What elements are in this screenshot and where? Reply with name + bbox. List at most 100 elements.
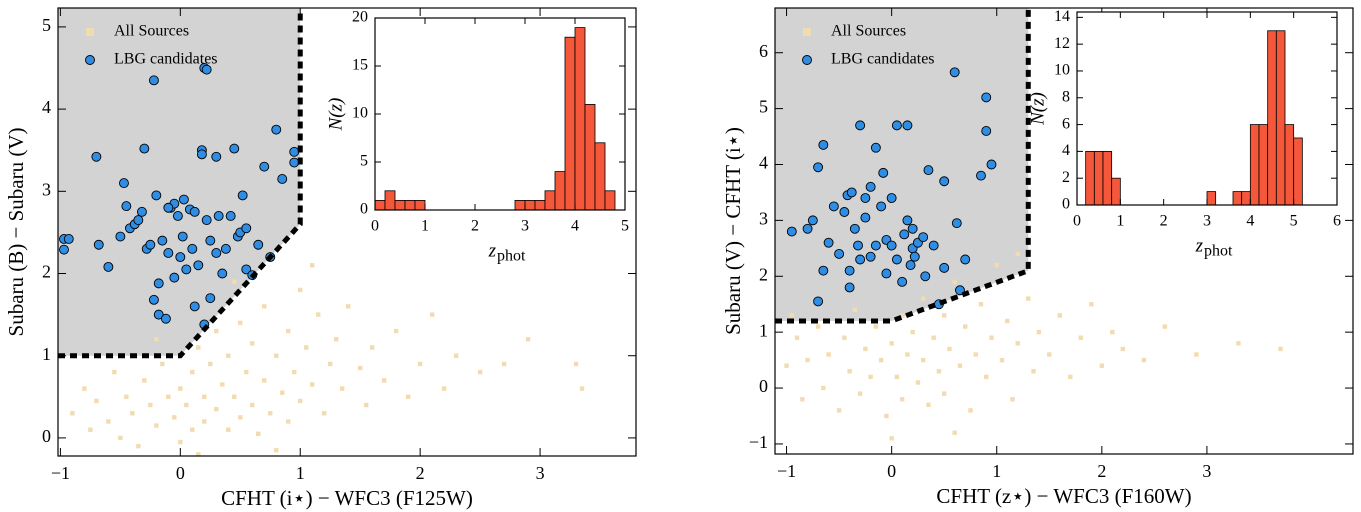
source-point <box>220 382 225 387</box>
hist-bar <box>534 199 546 211</box>
source-point <box>393 328 399 334</box>
candidate-point <box>909 251 920 262</box>
y-tick-label: 4 <box>42 97 51 117</box>
source-point <box>826 352 831 357</box>
candidate-point <box>886 193 897 203</box>
candidate-point <box>205 235 216 246</box>
source-point <box>821 385 826 391</box>
source-point <box>1036 329 1041 335</box>
source-point <box>453 353 459 358</box>
y-tick-label: 5 <box>360 153 368 170</box>
hist-bar <box>594 142 606 211</box>
candidate-point <box>907 223 918 234</box>
x-tick-label: −1 <box>777 461 796 481</box>
candidate-point <box>855 254 866 265</box>
selection-region <box>775 8 1029 321</box>
candidate-point <box>225 211 236 221</box>
source-point <box>328 361 333 367</box>
x-tick-label: 3 <box>1203 213 1211 230</box>
hist-bar <box>584 104 596 211</box>
candidate-point <box>172 211 183 221</box>
candidate-point <box>813 296 824 307</box>
candidate-point <box>870 240 881 251</box>
candidate-point <box>828 201 839 212</box>
candidate-point <box>920 271 931 282</box>
candidate-point <box>148 294 159 305</box>
hist-bar <box>524 199 536 211</box>
hist-bar <box>514 199 526 211</box>
y-tick-label: 12 <box>1054 35 1070 52</box>
candidate-point <box>878 167 889 178</box>
candidate-point <box>237 190 248 201</box>
candidate-point <box>853 240 863 251</box>
candidate-point <box>289 157 300 168</box>
source-point <box>800 397 805 402</box>
candidate-point <box>818 139 829 150</box>
y-tick-label: 1 <box>42 344 51 364</box>
source-point <box>1015 251 1020 257</box>
source-point <box>286 328 291 334</box>
source-point <box>1120 346 1126 352</box>
candidate-point <box>902 215 913 226</box>
source-point <box>250 402 255 408</box>
source-point <box>82 386 87 391</box>
candidate-point <box>865 251 876 262</box>
x-tick-label: 1 <box>296 463 305 483</box>
x-tick-label: 4 <box>571 218 579 235</box>
source-point <box>957 363 963 368</box>
y-tick-label: 2 <box>759 264 768 284</box>
candidate-point <box>205 293 216 304</box>
hist-bar <box>1232 191 1243 206</box>
hist-bar <box>554 171 566 211</box>
source-point <box>1162 324 1168 329</box>
x-tick-label: 0 <box>887 461 896 481</box>
candidate-point <box>148 75 159 86</box>
candidate-point <box>939 262 950 273</box>
source-point <box>1089 302 1094 307</box>
source-point <box>477 369 483 375</box>
y-tick-label: 0 <box>360 201 368 218</box>
y-axis-label: N(z) <box>325 98 346 132</box>
legend-label: All Sources <box>831 23 906 40</box>
source-point <box>573 361 579 367</box>
y-tick-label: 0 <box>1062 196 1070 213</box>
candidate-point <box>844 282 855 293</box>
source-point <box>232 279 237 284</box>
candidate-point <box>145 239 156 250</box>
candidate-point <box>899 229 910 240</box>
y-tick-label: 5 <box>759 97 768 117</box>
source-point <box>847 369 852 374</box>
candidate-point <box>193 260 204 271</box>
source-point <box>214 406 219 412</box>
candidate-point <box>818 265 829 276</box>
candidate-point <box>211 151 222 162</box>
x-axis-label: z <box>488 240 497 261</box>
source-point <box>405 394 411 400</box>
hist-bar <box>1284 124 1295 206</box>
source-point <box>310 382 315 387</box>
candidate-point <box>918 232 929 243</box>
candidate-point <box>891 120 902 131</box>
source-point <box>118 435 123 441</box>
hist-bar <box>384 190 396 211</box>
candidate-point <box>923 165 934 176</box>
x-tick-label: 1 <box>421 218 429 235</box>
candidate-point <box>823 237 834 248</box>
source-point <box>184 402 189 408</box>
candidate-point <box>259 161 270 172</box>
y-tick-label: −1 <box>749 432 768 452</box>
candidate-point <box>196 149 207 160</box>
source-point <box>363 402 369 408</box>
candidate-point <box>229 143 240 154</box>
candidate-point <box>177 231 188 242</box>
candidate-point <box>839 207 850 217</box>
x-axis-label: z <box>1195 235 1204 256</box>
hist-bar <box>1275 30 1286 206</box>
source-point <box>190 369 195 375</box>
candidate-point <box>939 176 950 187</box>
source-point <box>920 296 926 301</box>
candidate-point <box>855 120 866 131</box>
x-tick-label: −1 <box>51 463 70 483</box>
candidate-point <box>802 223 813 234</box>
source-point <box>142 378 147 383</box>
